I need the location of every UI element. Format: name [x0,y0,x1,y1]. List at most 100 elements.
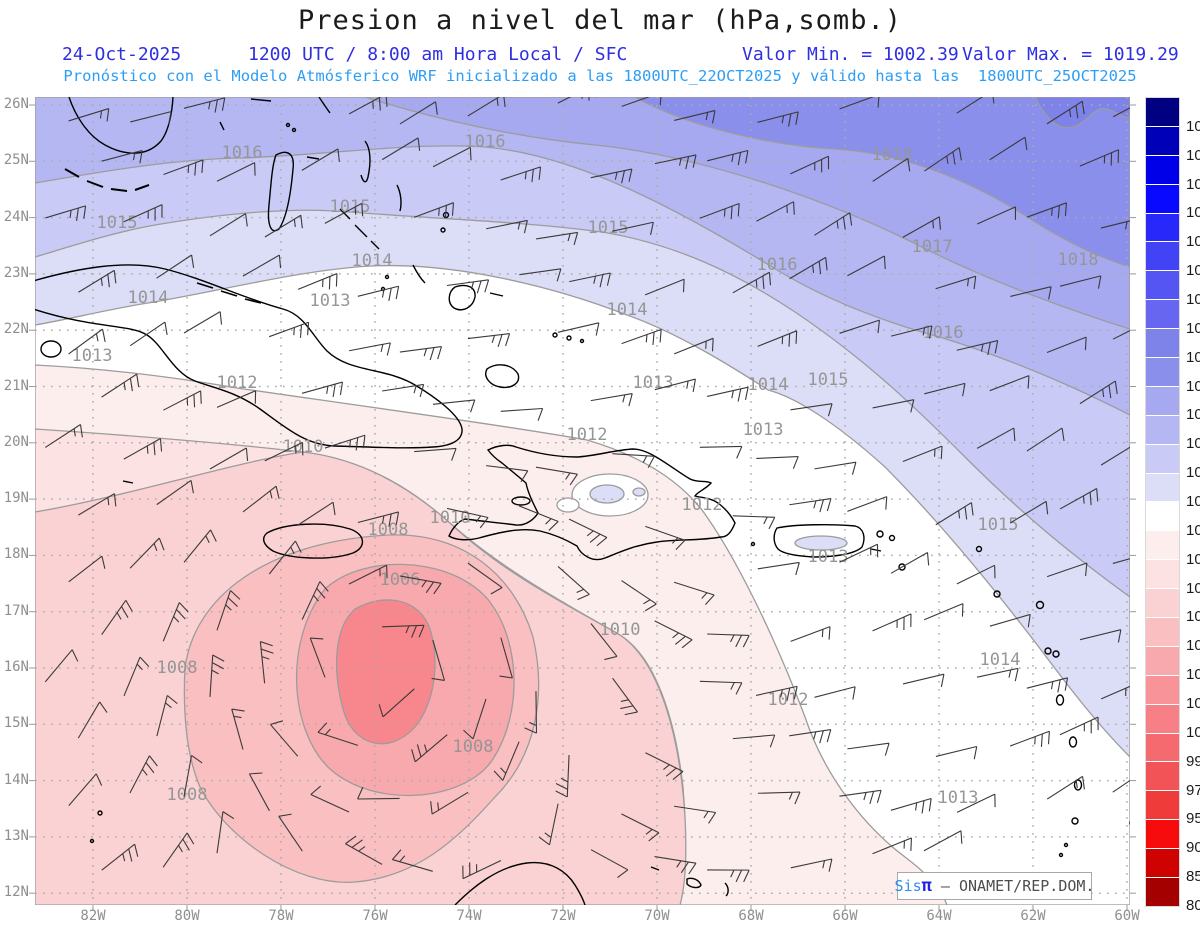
wind-barb [430,791,469,815]
wind-barb [1009,500,1049,524]
colorbar-label: 1018 [1186,377,1200,395]
pressure-colorbar [1145,97,1180,907]
wind-barb [264,214,303,238]
valid-date: 24-Oct-2025 [62,44,182,65]
lon-axis-label: 76W [362,908,388,924]
wind-barb [1059,488,1099,510]
wind-barb [324,202,364,224]
colorbar-label: 1015 [1186,464,1200,482]
wind-barb [44,649,79,683]
isobar-label: 1016 [222,143,263,163]
colorbar-cell [1146,618,1179,647]
wind-barb [486,219,528,234]
colorbar-cell [1146,213,1179,243]
wind-barb [1010,286,1052,300]
guajira-icon [454,861,586,905]
wind-barb [839,789,882,805]
colorbar-cell [1146,444,1179,474]
colorbar-label: 850 [1186,868,1200,886]
wind-barb [1046,562,1088,578]
colorbar-cell [1146,473,1179,503]
wind-barb [399,575,442,595]
wind-barb [486,465,529,483]
colorbar-cell [1146,675,1179,705]
colorbar-cell [1146,560,1179,590]
wind-barb [1112,779,1130,793]
pressure-field [35,97,1130,905]
lon-axis-label: 82W [80,908,106,924]
cuba-cays-icon [196,282,262,304]
acklins-icon [448,284,476,311]
valid-time: 1200 UTC / 8:00 am Hora Local / SFC [248,44,628,65]
wind-barb [1059,716,1099,736]
berry2-icon [291,127,297,133]
wind-barb [976,667,1019,682]
wind-barb [989,375,1030,392]
isobar-label: 1014 [980,650,1021,670]
gonave-icon [511,496,531,506]
wind-barb [1046,336,1087,353]
wind-barb [156,479,194,506]
colorbar-label: 1019 [1186,348,1200,366]
wind-barb [924,147,962,172]
isobar-label: 1012 [217,373,258,393]
wind-barb [216,590,241,631]
wind-barb [68,328,106,355]
berry-icon [285,122,291,128]
wind-barb [673,581,715,606]
colorbar-label: 1014 [1186,493,1200,510]
colorbar-label: 1017 [1186,406,1200,424]
wind-barb [391,849,433,872]
wind-barb [382,624,425,638]
lon-axis-label: 64W [926,908,952,924]
bonaire-icon [724,882,729,897]
wind-barb [935,745,978,760]
colorbar-label: 1035 [1186,175,1200,193]
wind-barb [1046,100,1085,125]
wind-barb [707,149,749,166]
wind-barb [183,97,226,113]
isobar-label: 1014 [607,300,648,320]
wind-barb [78,269,117,293]
wind-barb [242,254,282,277]
wind-barb [1059,275,1102,289]
colorbar-cell [1146,791,1179,821]
turks2-icon [566,335,572,341]
wind-barb [935,275,977,290]
wind-barb [209,654,225,697]
wind-barb [756,456,799,469]
colorbar-cell [1146,242,1179,272]
colorbar-label: 800 [1186,897,1200,914]
wind-barb [674,110,716,124]
wind-barb [789,497,832,513]
wind-barb [524,691,538,734]
wind-barb [278,813,303,852]
value-max: Valor Max. = 1019.29 [962,44,1179,65]
wind-barb [1026,202,1068,219]
isobar-label: 1010 [600,620,641,640]
wind-barb [357,285,400,301]
isobar-label: 1013 [310,291,351,311]
wind-barb [499,637,513,679]
wind-barb [654,378,696,392]
lat-axis-label: 13N [3,827,29,844]
aruba-icon [650,866,660,871]
colorbar-label: 1000 [1186,723,1200,741]
wind-barb [535,466,578,486]
lat-axis-label: 26N [3,96,29,112]
wind-barb [557,97,597,104]
coastline-hispaniola [448,444,736,561]
wind-barb [268,321,310,338]
wind-barb [216,162,256,182]
wind-barb [1046,775,1085,800]
wind-barb [519,268,562,282]
wind-barb [1079,380,1118,405]
colorbar-cell [1146,646,1179,676]
eleuthera-icon [360,140,371,183]
wind-barb [872,613,912,632]
colorbar-label: 900 [1186,839,1200,857]
wind-barb [1009,730,1050,747]
wind-barb [956,97,995,114]
lon-axis-label: 68W [738,908,764,924]
wind-barb [890,797,932,814]
